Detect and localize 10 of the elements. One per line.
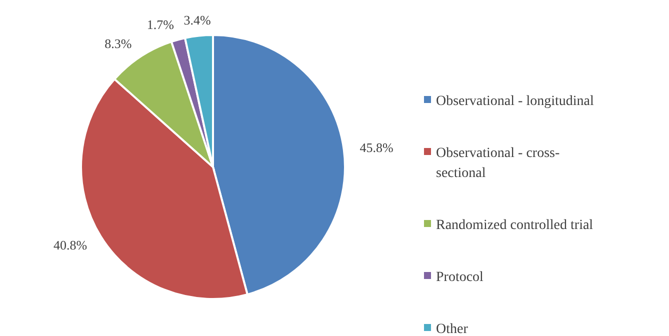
data-label: 45.8% <box>360 140 394 156</box>
data-label: 1.7% <box>146 16 174 32</box>
data-label: 8.3% <box>104 36 132 51</box>
legend-label: Observational - cross-sectional <box>436 146 560 181</box>
data-label: 40.8% <box>53 237 88 252</box>
legend-label: Observational - longitudinal <box>436 94 594 109</box>
legend-label: Randomized controlled trial <box>436 218 594 233</box>
legend-label: Protocol <box>436 270 484 285</box>
legend-label: Other <box>436 322 468 336</box>
data-label: 3.4% <box>184 12 211 28</box>
